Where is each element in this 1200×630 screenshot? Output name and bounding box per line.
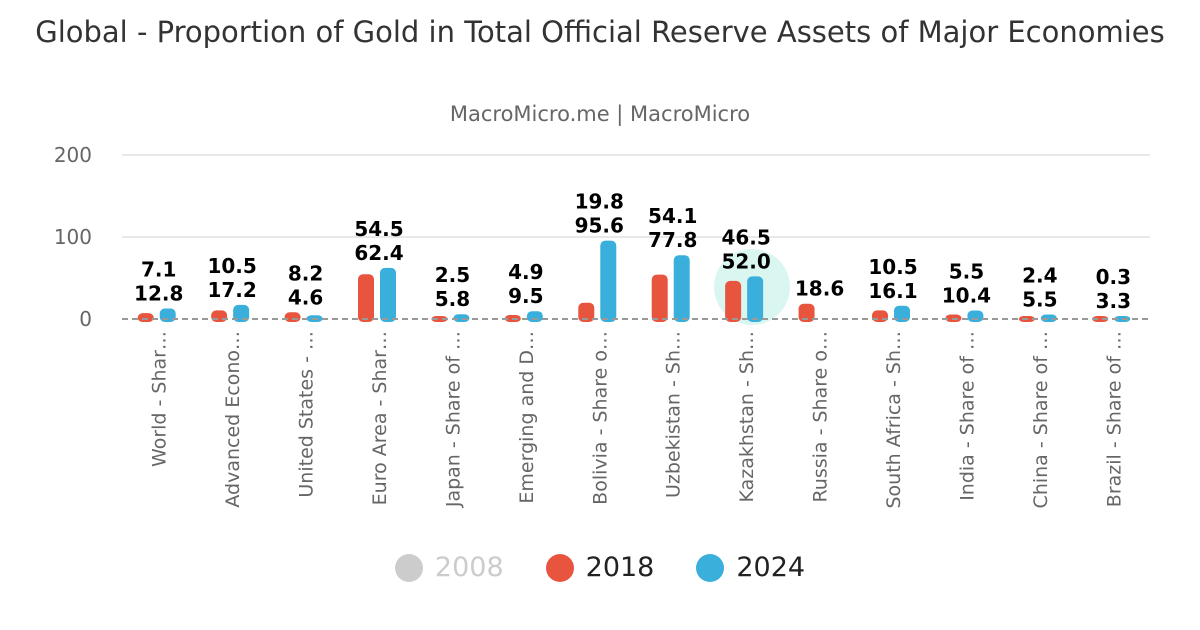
y-tick-label: 100 [54, 225, 92, 249]
x-tick-label: United States - … [296, 331, 318, 498]
y-tick-label: 200 [54, 143, 92, 167]
x-tick-label: Emerging and D… [516, 331, 538, 504]
legend-marker-icon [394, 553, 423, 582]
bar-2024 [526, 311, 543, 322]
data-label-2018: 0.3 [1096, 265, 1131, 289]
bar-2018 [431, 316, 448, 322]
chart-subtitle: MacroMicro.me | MacroMicro [449, 102, 751, 126]
legend-marker-icon [696, 553, 725, 582]
bar-2024 [380, 267, 396, 322]
data-label-2018: 10.5 [207, 254, 256, 278]
bar-2018 [1092, 316, 1109, 322]
bar-2024 [967, 310, 984, 322]
data-label-2018: 54.1 [648, 204, 697, 228]
data-label-2024: 10.4 [942, 283, 991, 307]
bar-2018 [578, 302, 595, 322]
legend-item-2024[interactable]: 2024 [696, 552, 805, 583]
data-label-2018: 2.4 [1022, 263, 1057, 287]
bar-2024 [600, 240, 617, 322]
bar-2024 [233, 304, 250, 322]
data-label-2024: 5.8 [435, 287, 470, 311]
x-tick-label: Kazakhstan - Sh… [736, 331, 758, 503]
data-label-2024: 77.8 [648, 228, 697, 252]
x-tick-label: Russia - Share o… [810, 331, 832, 503]
legend-label: 2024 [736, 552, 806, 583]
data-label-2018: 4.9 [508, 260, 543, 284]
data-label-2024: 5.5 [1022, 287, 1057, 311]
data-label-2024: 17.2 [207, 278, 256, 302]
x-tick-label: Euro Area - Shar… [369, 331, 391, 505]
x-tick-label: Uzbekistan - Sh… [663, 331, 685, 498]
bar-2024 [894, 305, 910, 322]
bar-2018 [872, 310, 888, 322]
x-tick-label: Japan - Share of … [442, 331, 464, 508]
data-label-2018: 5.5 [949, 259, 984, 283]
data-label-2018: 54.5 [354, 217, 403, 241]
x-tick-label: Bolivia - Share o… [589, 331, 611, 505]
y-tick-label: 0 [79, 307, 92, 331]
bar-2018 [358, 274, 374, 322]
x-tick-label: China - Share of … [1030, 331, 1052, 508]
bar-2018 [725, 280, 742, 322]
data-label-2018: 7.1 [141, 258, 176, 282]
data-label-2024: 3.3 [1096, 289, 1131, 313]
data-label-2024: 52.0 [721, 249, 770, 273]
bar-2018 [798, 303, 815, 322]
legend-label: 2018 [585, 552, 655, 583]
data-label-2018: 46.5 [721, 225, 770, 249]
bar-2024 [1040, 314, 1057, 322]
data-label-2024: 16.1 [868, 279, 917, 303]
bar-2018 [284, 312, 301, 322]
data-label-2024: 95.6 [575, 214, 624, 238]
x-tick-label: World - Shar… [149, 331, 171, 467]
bar-2018 [651, 274, 668, 322]
legend-label: 2008 [434, 552, 504, 583]
data-label-2024: 9.5 [508, 284, 543, 308]
bar-2024 [673, 255, 690, 322]
data-label-2018: 10.5 [868, 255, 917, 279]
data-label-2024: 4.6 [288, 285, 323, 309]
x-tick-label: Advanced Econo… [222, 331, 244, 508]
x-tick-label: India - Share of … [956, 331, 978, 501]
x-tick-label: Brazil - Share of … [1103, 331, 1125, 507]
data-label-2018: 19.8 [575, 190, 624, 214]
data-label-2018: 8.2 [288, 261, 323, 285]
legend: 2008 2018 2024 [0, 552, 1200, 583]
data-label-2018: 2.5 [435, 263, 470, 287]
legend-item-2008[interactable]: 2008 [394, 552, 504, 583]
bar-2024 [453, 314, 470, 322]
data-label-2024: 62.4 [354, 241, 403, 265]
bar-2024 [747, 276, 764, 322]
x-tick-label: South Africa - Sh… [883, 331, 905, 509]
data-label-2018: 18.6 [795, 277, 844, 301]
legend-marker-icon [545, 553, 574, 582]
bar-2018 [211, 310, 228, 322]
chart-title: Global - Proportion of Gold in Total Off… [35, 15, 1165, 49]
data-label-2024: 12.8 [134, 282, 183, 306]
bar-2018 [137, 313, 154, 322]
legend-item-2018[interactable]: 2018 [545, 552, 655, 583]
